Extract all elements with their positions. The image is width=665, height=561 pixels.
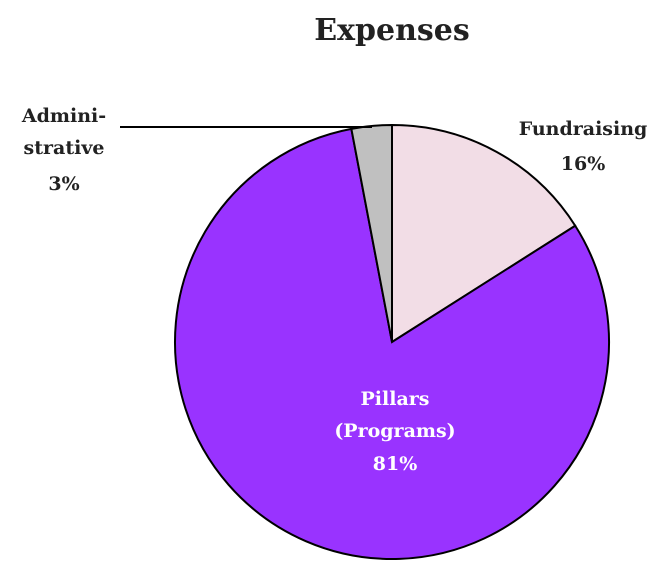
value-label: 16%	[561, 153, 606, 175]
pie	[174, 123, 610, 560]
pie-slice	[174, 127, 610, 560]
slice-label: Pillars (Programs)	[334, 388, 455, 442]
labels: Fundraising 16% Pillars (Programs) 81% Admini…	[21, 105, 647, 475]
pie-slice	[350, 123, 393, 343]
pie-slice	[391, 123, 577, 344]
value-label: 3%	[48, 173, 79, 195]
value-label: 81%	[373, 453, 418, 475]
slice-label: Admini-strative	[21, 105, 106, 159]
chart-title: Expenses	[314, 13, 470, 48]
slice-label: Fundraising	[519, 118, 648, 140]
